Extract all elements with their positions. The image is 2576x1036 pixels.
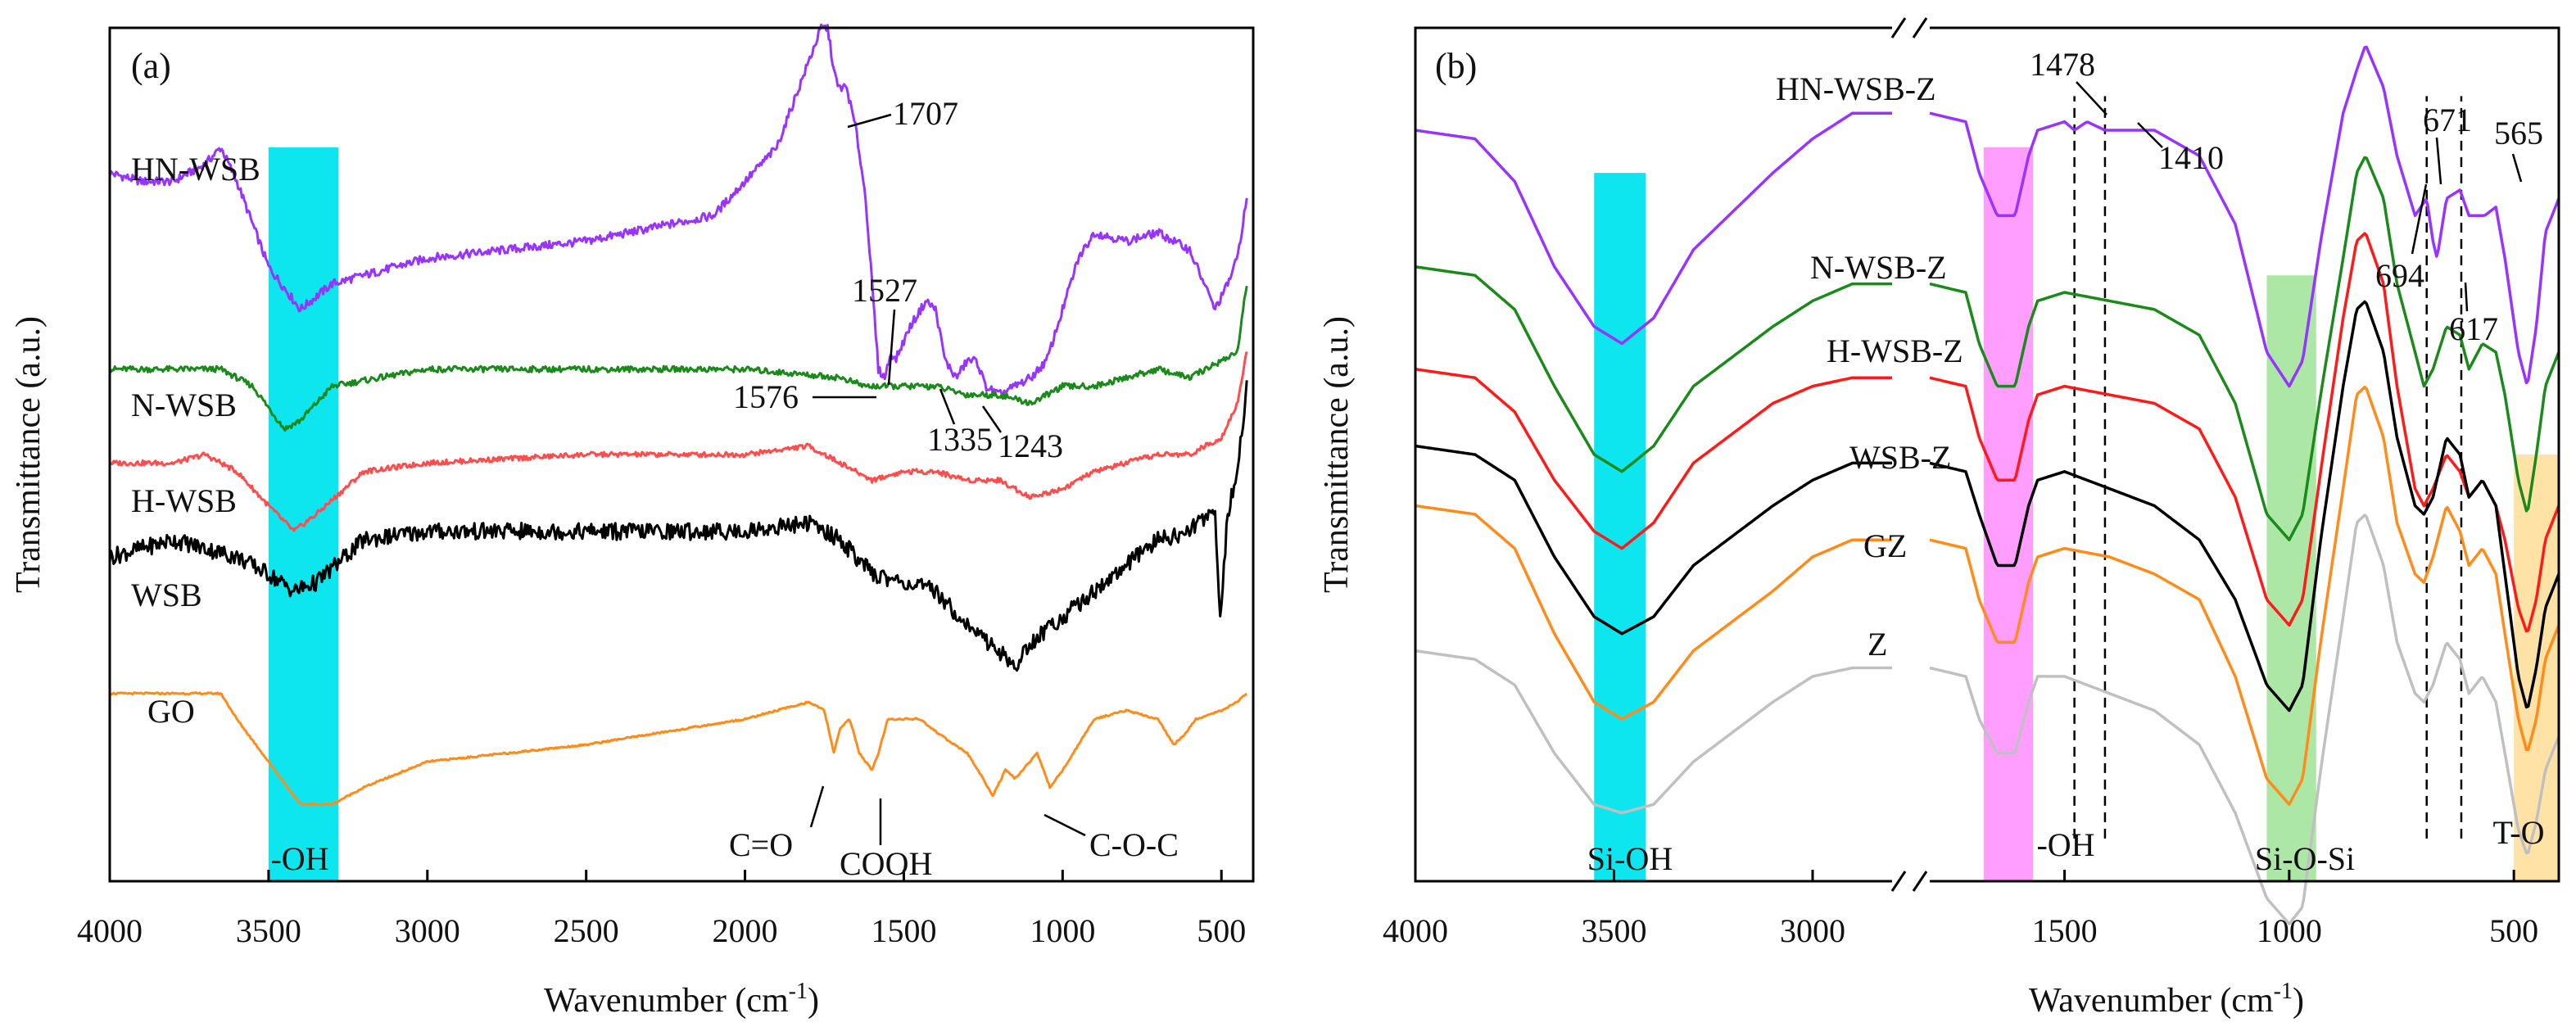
band-si-oh-b [1594, 173, 1646, 881]
annotation-c-o: C=O [729, 826, 793, 863]
annotation-1478-arrow [2076, 81, 2107, 115]
panel-b-x-axis-label: Wavenumber (cm-1) [2029, 979, 2304, 1020]
annotation-1410: 1410 [2158, 139, 2224, 176]
x-tick-label-b-4000: 4000 [1383, 912, 1448, 949]
panel-b-label: (b) [1435, 46, 1477, 86]
band-label-si-oh: Si-OH [1587, 840, 1673, 877]
panel-b-x-axis-label-end: ) [2293, 982, 2304, 1020]
series-label-z: Z [1867, 626, 1887, 663]
x-tick-label-a-4000: 4000 [77, 912, 143, 949]
band-label-oh-a: -OH [270, 840, 328, 877]
series-line-n-wsb [109, 285, 1248, 432]
series-line-gz-low [1929, 385, 2560, 806]
band-si-o-si-b [2266, 275, 2316, 881]
x-tick-label-b-1000: 1000 [2257, 912, 2322, 949]
panel-b-y-axis-label: Transmittance (a.u.) [1318, 316, 1356, 593]
panel-a-x-axis-label-end: ) [808, 982, 819, 1020]
annotation-671-arrow [2435, 137, 2442, 185]
series-label-h-wsb: H-WSB [131, 482, 237, 519]
x-tick-label-a-1000: 1000 [1030, 912, 1095, 949]
series-label-go: GO [147, 693, 195, 730]
x-tick-label-a-3500: 3500 [236, 912, 301, 949]
series-line-h-wsb [109, 351, 1248, 532]
annotation-c-o-arrow [809, 785, 825, 828]
annotation-694-arrow [2411, 183, 2428, 255]
annotation-1410-arrow [2137, 122, 2163, 148]
panel-a-label: (a) [131, 46, 171, 86]
x-tick-label-b-500: 500 [2489, 912, 2538, 949]
series-label-wsb-z: WSB-Z [1849, 439, 1951, 476]
x-tick-label-b-1500: 1500 [2032, 912, 2098, 949]
series-line-hn-wsb-z-low [1929, 45, 2560, 388]
band-oh-b [1983, 147, 2034, 881]
panel-b-x-axis-label-main: Wavenumber (cm [2029, 982, 2274, 1020]
annotation-1243-arrow [981, 405, 1003, 433]
series-line-n-wsb-z-high [1415, 265, 1892, 473]
x-tick-label-b-3000: 3000 [1780, 912, 1845, 949]
series-label-wsb: WSB [131, 577, 202, 613]
series-line-n-wsb-z-low [1929, 156, 2560, 541]
x-tick-label-a-2500: 2500 [554, 912, 619, 949]
axis-break-bottom [1890, 871, 1930, 892]
annotation-671: 671 [2423, 102, 2472, 138]
annotation-1478: 1478 [2030, 46, 2095, 83]
annotation-1527-arrow [887, 309, 896, 386]
annotation-c-o-c: C-O-C [1089, 826, 1179, 863]
series-line-hn-wsb [108, 23, 1248, 398]
series-label-hn-wsb-z: HN-WSB-Z [1776, 70, 1936, 107]
series-line-wsb-z-low [1929, 300, 2560, 713]
series-line-gz-high [1415, 504, 1892, 721]
panel-a-x-axis-label-main: Wavenumber (cm [544, 982, 789, 1020]
band-oh-a [268, 147, 339, 881]
annotation-617-arrow [2464, 282, 2469, 312]
annotation-565-arrow [2511, 153, 2523, 183]
series-line-h-wsb-z-low [1929, 232, 2560, 633]
series-line-z-high [1415, 649, 1892, 815]
panel-a: 4000 3500 3000 2500 2000 1500 1000 500 (a) Tran… [10, 23, 1255, 1020]
series-line-wsb [108, 380, 1248, 672]
band-label-si-o-si: Si-O-Si [2255, 840, 2355, 877]
series-line-hn-wsb-z-high [1415, 111, 1892, 346]
annotation-1527: 1527 [852, 272, 917, 309]
annotation-c-o-c-arrow [1044, 813, 1086, 837]
series-line-wsb-z-high [1415, 444, 1892, 636]
series-label-h-wsb-z: H-WSB-Z [1827, 333, 1963, 369]
x-tick-label-a-1500: 1500 [871, 912, 936, 949]
series-label-n-wsb-z: N-WSB-Z [1810, 249, 1947, 286]
panel-a-y-axis-label: Transmittance (a.u.) [10, 316, 48, 593]
annotation-694: 694 [2375, 257, 2424, 294]
series-label-gz: GZ [1863, 527, 1907, 564]
panel-b-frame [1414, 26, 2560, 883]
annotation-565: 565 [2494, 115, 2543, 152]
annotation-1335: 1335 [927, 421, 993, 458]
series-line-go [109, 691, 1248, 807]
panel-a-x-axis-label-sup: -1 [789, 979, 808, 1004]
annotation-617: 617 [2449, 310, 2498, 347]
axis-break-top [1890, 17, 1930, 38]
series-line-h-wsb-z-high [1415, 368, 1892, 550]
band-label-t-o: T-O [2493, 814, 2545, 851]
series-label-hn-wsb: HN-WSB [131, 151, 260, 188]
annotation-1335-arrow [939, 388, 956, 425]
annotation-cooh: COOH [840, 845, 932, 882]
annotation-1576: 1576 [733, 378, 799, 415]
x-tick-label-a-3000: 3000 [395, 912, 460, 949]
annotation-1707-arrow [847, 113, 892, 129]
annotation-1243: 1243 [998, 428, 1063, 464]
series-line-z-low [1929, 513, 2560, 925]
panel-b: 4000 3500 3000 1500 1000 500 (b) Transmittanc… [1318, 17, 2560, 1020]
x-tick-label-a-500: 500 [1197, 912, 1246, 949]
series-label-n-wsb: N-WSB [131, 387, 237, 423]
panel-a-x-axis-label: Wavenumber (cm-1) [544, 979, 819, 1020]
panel-a-frame [108, 26, 1255, 883]
band-label-oh-b: -OH [2036, 826, 2094, 863]
panel-b-x-axis-label-sup: -1 [2274, 979, 2293, 1004]
x-tick-label-b-3500: 3500 [1582, 912, 1647, 949]
x-tick-label-a-2000: 2000 [713, 912, 778, 949]
annotation-1707: 1707 [893, 95, 958, 132]
